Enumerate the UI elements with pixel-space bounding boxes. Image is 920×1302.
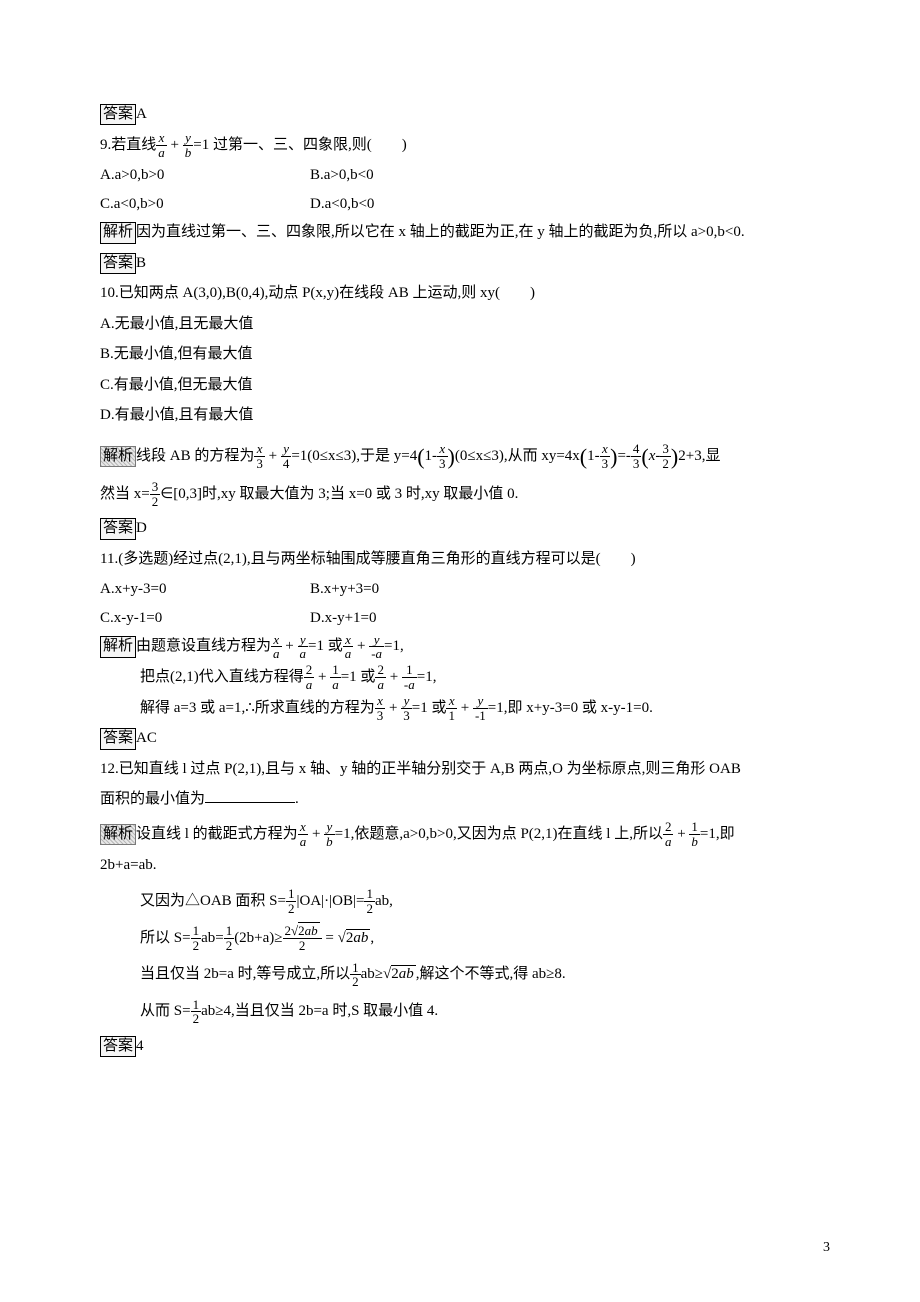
q9-answer-letter: B (136, 255, 146, 271)
analysis-label: 解析 (100, 446, 136, 468)
q12-a4e: , (370, 930, 374, 946)
q10-analysis-line1: 解析线段 AB 的方程为x3 + y4=1(0≤x≤3),于是 y=4(1-x3… (100, 436, 830, 478)
q12-answer-value: 4 (136, 1038, 144, 1054)
q10-analysis-line2: 然当 x=32∈[0,3]时,xy 取最大值为 3;当 x=0 或 3 时,xy… (100, 480, 830, 509)
q11-stem: 11.(多选题)经过点(2,1),且与两坐标轴围成等腰直角三角形的直线方程可以是… (100, 545, 830, 574)
q12-stem-line1: 12.已知直线 l 过点 P(2,1),且与 x 轴、y 轴的正半轴分别交于 A… (100, 755, 830, 784)
q12-a1b: =1,依题意,a>0,b>0,又因为点 P(2,1)在直线 l 上,所以 (335, 826, 663, 842)
q8-answer-letter: A (136, 106, 147, 122)
q11-a2c: =1, (417, 669, 437, 685)
answer-label: 答案 (100, 728, 136, 750)
q11-optB: B.x+y+3=0 (310, 575, 379, 604)
q12-a5c: ,解这个不等式,得 ab≥8. (416, 966, 566, 982)
q11-analysis-line1: 解析由题意设直线方程为xa + ya=1 或xa + y-a=1, (100, 632, 830, 661)
answer-label: 答案 (100, 518, 136, 540)
q12-a1a: 设直线 l 的截距式方程为 (136, 826, 298, 842)
q9-optA: A.a>0,b>0 (100, 161, 310, 190)
answer-label: 答案 (100, 1036, 136, 1058)
q11-answer-letter: AC (136, 730, 157, 746)
q12-a5a: 当且仅当 2b=a 时,等号成立,所以 (140, 966, 350, 982)
q9-analysis: 解析因为直线过第一、三、四象限,所以它在 x 轴上的截距为正,在 y 轴上的截距… (100, 218, 830, 247)
q9-stem-post: =1 过第一、三、四象限,则( ) (193, 137, 406, 153)
q12-a6b: ab≥4,当且仅当 2b=a 时,S 取最小值 4. (201, 1003, 438, 1019)
q9-optB: B.a>0,b<0 (310, 161, 374, 190)
q10-optD: D.有最小值,且有最大值 (100, 401, 830, 430)
q9-answer: 答案B (100, 249, 830, 278)
q8-answer: 答案A (100, 100, 830, 129)
q11-a1: 由题意设直线方程为 (136, 638, 271, 654)
analysis-label: 解析 (100, 222, 136, 244)
q11-a2b: =1 或 (341, 669, 376, 685)
q12-analysis-line2: 2b+a=ab. (100, 851, 830, 880)
q12-a5b: ab≥ (361, 966, 383, 982)
q11-a3a: 解得 a=3 或 a=1,∴所求直线的方程为 (140, 700, 375, 716)
q11-a1b: =1 或 (308, 638, 343, 654)
q11-options-row1: A.x+y-3=0 B.x+y+3=0 (100, 575, 830, 604)
q10-a1e: 2+3,显 (678, 448, 720, 464)
q10-a1d: =- (617, 448, 630, 464)
q12-analysis-line6: 从而 S=12ab≥4,当且仅当 2b=a 时,S 取最小值 4. (100, 997, 830, 1026)
q9-optC: C.a<0,b>0 (100, 190, 310, 219)
q10-a2b: ∈[0,3]时,xy 取最大值为 3;当 x=0 或 3 时,xy 取最小值 0… (160, 486, 518, 502)
q11-options-row2: C.x-y-1=0 D.x-y+1=0 (100, 604, 830, 633)
q12-a1c: =1,即 (700, 826, 735, 842)
q10-a2a: 然当 x= (100, 486, 150, 502)
q11-analysis-line3: 解得 a=3 或 a=1,∴所求直线的方程为x3 + y3=1 或x1 + y-… (100, 694, 830, 723)
q12-a4a: 所以 S= (140, 930, 191, 946)
q12-stem-l2b: . (295, 791, 299, 807)
q12-analysis-line3: 又因为△OAB 面积 S=12|OA|·|OB|=12ab, (100, 887, 830, 916)
q10-optA: A.无最小值,且无最大值 (100, 310, 830, 339)
q9-optD: D.a<0,b<0 (310, 190, 374, 219)
q12-answer: 答案4 (100, 1032, 830, 1061)
q10-a1a: 线段 AB 的方程为 (136, 448, 254, 464)
q12-stem-l2a: 面积的最小值为 (100, 791, 205, 807)
q11-answer: 答案AC (100, 724, 830, 753)
page-number: 3 (823, 1235, 830, 1262)
q9-options-row1: A.a>0,b>0 B.a>0,b<0 (100, 161, 830, 190)
q12-analysis-line4: 所以 S=12ab=12(2b+a)≥22ab2 = 2ab, (100, 924, 830, 953)
q10-optC: C.有最小值,但无最大值 (100, 371, 830, 400)
q11-a3b: =1 或 (412, 700, 447, 716)
q10-stem: 10.已知两点 A(3,0),B(0,4),动点 P(x,y)在线段 AB 上运… (100, 279, 830, 308)
analysis-label: 解析 (100, 824, 136, 846)
q12-a3a: 又因为△OAB 面积 S= (140, 893, 286, 909)
q9-options-row2: C.a<0,b>0 D.a<0,b<0 (100, 190, 830, 219)
q12-a3b: |OA|·|OB|= (296, 893, 364, 909)
q12-analysis-line5: 当且仅当 2b=a 时,等号成立,所以12ab≥2ab,解这个不等式,得 ab≥… (100, 960, 830, 989)
q11-optD: D.x-y+1=0 (310, 604, 377, 633)
answer-label: 答案 (100, 104, 136, 126)
q9-stem-pre: 9.若直线 (100, 137, 156, 153)
q10-a1c: (0≤x≤3),从而 xy=4x (455, 448, 580, 464)
q10-answer-letter: D (136, 520, 147, 536)
q12-a4b: ab= (201, 930, 224, 946)
q10-answer: 答案D (100, 514, 830, 543)
q12-a4d: = (322, 930, 338, 946)
q11-optC: C.x-y-1=0 (100, 604, 310, 633)
q12-analysis-line1: 解析设直线 l 的截距式方程为xa + yb=1,依题意,a>0,b>0,又因为… (100, 820, 830, 849)
answer-label: 答案 (100, 253, 136, 275)
q10-a1b: =1(0≤x≤3),于是 y=4 (291, 448, 417, 464)
q12-a4c: (2b+a)≥ (234, 930, 282, 946)
analysis-label: 解析 (100, 636, 136, 658)
q10-optB: B.无最小值,但有最大值 (100, 340, 830, 369)
blank-fill (205, 788, 295, 803)
q12-a3c: ab, (375, 893, 393, 909)
q11-analysis-line2: 把点(2,1)代入直线方程得2a + 1a=1 或2a + 1-a=1, (100, 663, 830, 692)
q9-stem: 9.若直线xa + yb=1 过第一、三、四象限,则( ) (100, 131, 830, 160)
q11-a1c: =1, (384, 638, 404, 654)
q11-a2a: 把点(2,1)代入直线方程得 (140, 669, 304, 685)
q11-a3c: =1,即 x+y-3=0 或 x-y-1=0. (488, 700, 653, 716)
q12-stem-line2: 面积的最小值为. (100, 785, 830, 814)
q11-optA: A.x+y-3=0 (100, 575, 310, 604)
q12-a6a: 从而 S= (140, 1003, 191, 1019)
q9-analysis-text: 因为直线过第一、三、四象限,所以它在 x 轴上的截距为正,在 y 轴上的截距为负… (136, 224, 745, 240)
